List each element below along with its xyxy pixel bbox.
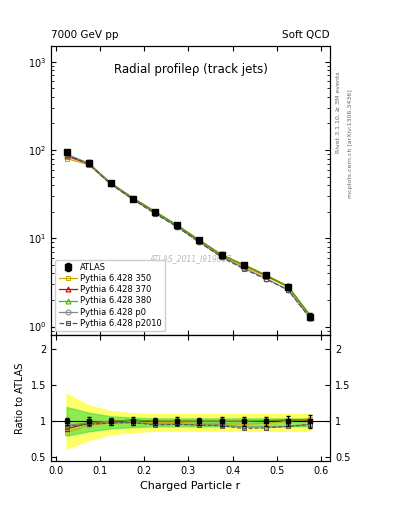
Pythia 6.428 380 — [153, 208, 158, 215]
Pythia 6.428 370 — [108, 180, 113, 186]
Pythia 6.428 p2010 — [130, 197, 135, 203]
Pythia 6.428 p2010 — [308, 315, 312, 322]
Pythia 6.428 370 — [130, 195, 135, 201]
Pythia 6.428 350 — [241, 263, 246, 269]
Pythia 6.428 p2010 — [175, 224, 180, 230]
Pythia 6.428 p0 — [241, 265, 246, 271]
Pythia 6.428 370 — [286, 283, 290, 289]
Pythia 6.428 380 — [86, 160, 91, 166]
Text: Rivet 3.1.10, ≥ 3M events: Rivet 3.1.10, ≥ 3M events — [336, 72, 341, 154]
Pythia 6.428 350 — [197, 239, 202, 245]
Legend: ATLAS, Pythia 6.428 350, Pythia 6.428 370, Pythia 6.428 380, Pythia 6.428 p0, Py: ATLAS, Pythia 6.428 350, Pythia 6.428 37… — [55, 260, 165, 331]
Pythia 6.428 p2010 — [64, 152, 69, 158]
Pythia 6.428 370 — [64, 153, 69, 159]
Text: Soft QCD: Soft QCD — [283, 30, 330, 40]
Line: Pythia 6.428 380: Pythia 6.428 380 — [64, 153, 312, 318]
Pythia 6.428 350 — [108, 181, 113, 187]
Line: Pythia 6.428 p2010: Pythia 6.428 p2010 — [64, 153, 312, 321]
Pythia 6.428 p0 — [308, 315, 312, 321]
Pythia 6.428 380 — [175, 222, 180, 228]
Pythia 6.428 p0 — [175, 224, 180, 230]
Pythia 6.428 370 — [197, 237, 202, 243]
Pythia 6.428 p0 — [64, 151, 69, 157]
Pythia 6.428 350 — [153, 209, 158, 216]
Pythia 6.428 p2010 — [86, 161, 91, 167]
Pythia 6.428 p0 — [197, 239, 202, 245]
Pythia 6.428 350 — [264, 273, 268, 280]
Line: Pythia 6.428 p0: Pythia 6.428 p0 — [64, 152, 312, 321]
Pythia 6.428 p0 — [86, 161, 91, 167]
Pythia 6.428 p2010 — [286, 287, 290, 293]
Text: Radial profileρ (track jets): Radial profileρ (track jets) — [114, 63, 268, 76]
Pythia 6.428 p2010 — [153, 210, 158, 217]
Pythia 6.428 380 — [130, 195, 135, 201]
Pythia 6.428 380 — [286, 283, 290, 289]
Pythia 6.428 350 — [130, 196, 135, 202]
Pythia 6.428 380 — [308, 312, 312, 318]
Text: mcplots.cern.ch [arXiv:1306.3436]: mcplots.cern.ch [arXiv:1306.3436] — [348, 89, 353, 198]
Pythia 6.428 p0 — [264, 275, 268, 282]
Pythia 6.428 370 — [264, 272, 268, 279]
Pythia 6.428 350 — [308, 312, 312, 318]
Pythia 6.428 p2010 — [108, 181, 113, 187]
Pythia 6.428 370 — [175, 222, 180, 228]
Pythia 6.428 380 — [108, 180, 113, 186]
Pythia 6.428 p0 — [219, 253, 224, 260]
Pythia 6.428 380 — [241, 262, 246, 268]
Pythia 6.428 380 — [219, 252, 224, 258]
Pythia 6.428 p2010 — [241, 266, 246, 272]
Pythia 6.428 p0 — [286, 287, 290, 293]
Pythia 6.428 350 — [286, 284, 290, 290]
Pythia 6.428 350 — [175, 223, 180, 229]
Pythia 6.428 370 — [241, 262, 246, 268]
Pythia 6.428 350 — [219, 253, 224, 259]
Pythia 6.428 p2010 — [219, 254, 224, 260]
Line: Pythia 6.428 350: Pythia 6.428 350 — [64, 156, 312, 317]
Pythia 6.428 p0 — [130, 197, 135, 203]
Pythia 6.428 370 — [86, 161, 91, 167]
Text: ATLAS_2011_I919017: ATLAS_2011_I919017 — [149, 254, 232, 263]
Pythia 6.428 380 — [64, 152, 69, 158]
Pythia 6.428 p0 — [153, 210, 158, 216]
Pythia 6.428 380 — [197, 237, 202, 243]
Pythia 6.428 370 — [308, 313, 312, 319]
Pythia 6.428 350 — [86, 162, 91, 168]
Line: Pythia 6.428 370: Pythia 6.428 370 — [64, 154, 312, 318]
Pythia 6.428 370 — [219, 252, 224, 258]
X-axis label: Charged Particle r: Charged Particle r — [140, 481, 241, 491]
Pythia 6.428 p2010 — [197, 239, 202, 245]
Pythia 6.428 350 — [64, 156, 69, 162]
Pythia 6.428 370 — [153, 208, 158, 215]
Text: 7000 GeV pp: 7000 GeV pp — [51, 30, 119, 40]
Pythia 6.428 p2010 — [264, 276, 268, 282]
Y-axis label: Ratio to ATLAS: Ratio to ATLAS — [15, 362, 25, 434]
Pythia 6.428 380 — [264, 272, 268, 278]
Pythia 6.428 p0 — [108, 181, 113, 187]
